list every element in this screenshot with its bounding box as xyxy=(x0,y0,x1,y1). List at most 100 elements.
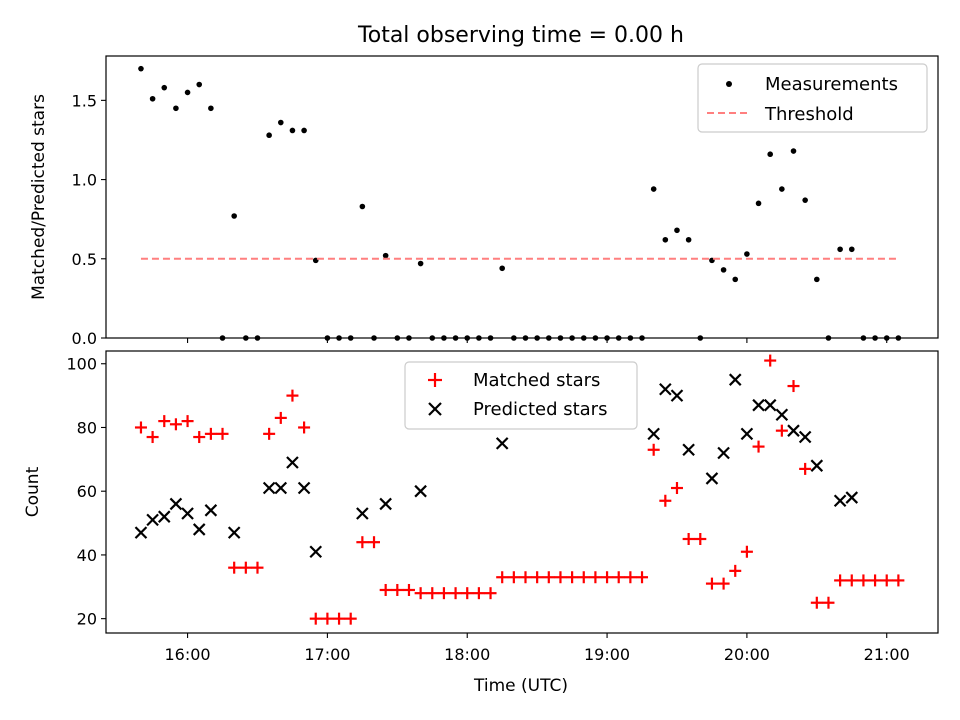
measurement-point xyxy=(767,151,774,158)
predicted-stars-point xyxy=(763,398,777,412)
matched-stars-point xyxy=(810,596,823,609)
matched-stars-point xyxy=(461,587,474,600)
bottom-y-ticks: 20 40 60 80 100 xyxy=(66,355,106,629)
matched-stars-point xyxy=(845,574,858,587)
measurement-point xyxy=(744,251,750,257)
matched-stars-point xyxy=(740,545,753,558)
matched-stars-point xyxy=(158,415,171,428)
measurement-point xyxy=(685,236,692,243)
measurement-point xyxy=(720,267,727,273)
measurement-point xyxy=(266,132,272,139)
matched-stars-point xyxy=(286,389,299,402)
matched-stars-point xyxy=(379,583,392,596)
measurement-point xyxy=(196,81,203,88)
matched-stars-point xyxy=(834,574,847,587)
measurement-point xyxy=(277,119,284,126)
measurement-point xyxy=(359,203,366,210)
measurement-point xyxy=(732,276,739,283)
top-y-ticks: 0.0 0.5 1.0 1.5 xyxy=(72,91,106,348)
top-plot-area xyxy=(138,65,902,341)
matched-stars-point xyxy=(426,587,439,600)
matched-stars-point xyxy=(496,571,509,584)
matched-stars-point xyxy=(146,431,159,444)
predicted-stars-point xyxy=(752,398,765,412)
matched-stars-point xyxy=(670,482,683,495)
y-tick-label: 100 xyxy=(66,355,97,374)
predicted-stars-point xyxy=(495,437,509,450)
x-tick-label: 19:00 xyxy=(584,645,630,664)
y-tick-label: 1.0 xyxy=(72,171,97,190)
top-x-ticks xyxy=(187,338,888,343)
matched-stars-point xyxy=(484,587,497,600)
chart-title: Total observing time = 0.00 h xyxy=(357,23,684,48)
matched-stars-point xyxy=(449,587,462,600)
bottom-legend: Matched stars Predicted stars xyxy=(404,361,638,430)
matched-stars-point xyxy=(601,571,614,584)
measurement-point xyxy=(149,95,156,102)
matched-stars-point xyxy=(717,577,730,590)
measurement-point xyxy=(231,213,237,219)
predicted-stars-point xyxy=(705,472,719,485)
y-tick-label: 80 xyxy=(77,418,97,437)
predicted-stars-point xyxy=(192,523,206,536)
matched-stars-point xyxy=(636,571,649,584)
matched-stars-point xyxy=(729,564,742,577)
top-legend: Measurements Threshold xyxy=(697,63,928,133)
measurement-point xyxy=(499,265,505,272)
measurement-point xyxy=(208,105,214,112)
bottom-panel: 20 40 60 80 100 16:00 17:00 18:00 19:00 20:00 21:… xyxy=(23,350,939,696)
predicted-stars-point xyxy=(810,459,824,472)
matched-stars-point xyxy=(880,574,893,587)
matched-stars-point xyxy=(263,427,276,440)
measurement-point xyxy=(184,89,191,96)
bottom-y-axis-label: Count xyxy=(23,466,43,517)
y-tick-label: 1.5 xyxy=(72,91,97,110)
matched-stars-point xyxy=(251,561,264,574)
measurement-point xyxy=(173,105,179,112)
top-y-axis-label: Matched/Predicted stars xyxy=(29,94,49,300)
matched-stars-point xyxy=(274,411,287,424)
predicted-stars-point xyxy=(227,526,241,539)
matched-stars-point xyxy=(787,380,800,393)
x-tick-label: 20:00 xyxy=(724,645,770,664)
measurement-point xyxy=(848,246,855,253)
matched-stars-point xyxy=(775,424,788,437)
legend-predicted-marker xyxy=(428,402,442,416)
predicted-stars-point xyxy=(157,510,171,523)
matched-stars-point xyxy=(216,427,229,440)
top-axes-frame xyxy=(105,55,939,339)
matched-stars-point xyxy=(333,612,346,625)
matched-stars-point xyxy=(531,571,544,584)
predicted-stars-point xyxy=(274,481,288,495)
measurement-point xyxy=(382,252,389,259)
measurement-point xyxy=(417,260,424,267)
matched-stars-point xyxy=(647,443,660,456)
predicted-stars-point xyxy=(286,456,299,469)
matched-stars-point xyxy=(298,421,311,434)
y-tick-label: 0.0 xyxy=(72,329,97,348)
x-tick-label: 16:00 xyxy=(165,645,211,664)
matched-stars-point xyxy=(612,571,625,584)
matched-stars-point xyxy=(589,571,602,584)
matched-stars-point xyxy=(682,533,695,545)
matched-stars-point xyxy=(869,574,882,587)
predicted-stars-point xyxy=(309,545,323,559)
predicted-stars-point xyxy=(134,526,148,539)
x-tick-label: 18:00 xyxy=(444,645,490,664)
measurement-point xyxy=(814,276,820,283)
legend-matched-label: Matched stars xyxy=(473,370,600,391)
matched-stars-point xyxy=(822,596,835,609)
matched-stars-point xyxy=(577,571,590,584)
matched-stars-point xyxy=(414,587,427,600)
bottom-legend-box xyxy=(404,361,638,430)
matched-stars-point xyxy=(181,415,194,428)
matched-stars-point xyxy=(542,571,555,584)
matched-stars-point xyxy=(368,536,381,549)
measurement-point xyxy=(301,127,307,134)
top-panel: 0.0 0.5 1.0 1.5 Matched/Predicted stars Mea… xyxy=(29,55,939,348)
predicted-stars-point xyxy=(659,382,672,396)
matched-stars-point xyxy=(752,440,765,453)
predicted-stars-point xyxy=(728,373,742,386)
predicted-stars-point xyxy=(845,491,859,504)
legend-matched-marker xyxy=(428,373,442,387)
